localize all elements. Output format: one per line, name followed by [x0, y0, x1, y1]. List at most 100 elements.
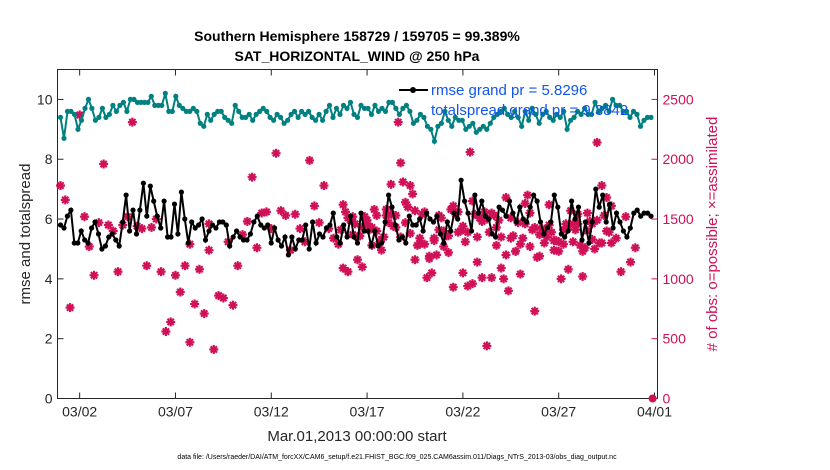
legend-rmse-marker — [410, 87, 416, 93]
obs-assimilated-marker — [408, 189, 418, 199]
obs-assimilated-marker — [147, 222, 157, 232]
obs-assimilated-marker — [410, 206, 420, 216]
totalspread-point — [229, 120, 235, 126]
rmse-point — [534, 198, 540, 204]
obs-assimilated-marker — [532, 252, 542, 262]
rmse-point — [489, 231, 495, 237]
x-tick-label: 03/02 — [62, 404, 97, 420]
totalspread-point — [85, 96, 92, 102]
obs-assimilated-marker — [103, 220, 113, 230]
y-tick-label: 4 — [45, 271, 53, 287]
rmse-point — [272, 225, 278, 231]
rmse-point — [358, 210, 364, 216]
totalspread-point — [396, 111, 402, 117]
rmse-point — [524, 219, 530, 225]
rmse-point — [344, 234, 350, 240]
totalspread-point — [340, 102, 347, 108]
totalspread-point — [358, 102, 364, 108]
obs-assimilated-marker — [556, 274, 566, 284]
totalspread-point — [484, 126, 490, 132]
rmse-point — [375, 243, 381, 249]
rmse-point — [285, 252, 291, 258]
obs-possible-marker — [648, 394, 657, 403]
totalspread-point — [606, 108, 612, 114]
rmse-point — [247, 231, 253, 237]
rmse-point — [389, 204, 395, 210]
totalspread-point — [627, 114, 633, 120]
rmse-point — [348, 213, 354, 219]
obs-assimilated-marker — [199, 309, 209, 319]
obs-assimilated-marker — [427, 268, 437, 278]
obs-assimilated-marker — [491, 240, 501, 250]
rmse-point — [202, 237, 209, 243]
rmse-point — [57, 222, 64, 228]
obs-assimilated-marker — [295, 224, 305, 234]
rmse-point — [527, 204, 533, 210]
totalspread-point — [176, 102, 182, 108]
rmse-point — [99, 246, 105, 252]
rmse-point — [531, 192, 537, 198]
obs-assimilated-marker — [467, 279, 477, 289]
totalspread-point — [106, 111, 112, 117]
totalspread-point — [519, 123, 525, 129]
totalspread-point — [564, 126, 570, 132]
totalspread-point — [442, 108, 448, 114]
obs-assimilated-marker — [592, 137, 602, 147]
totalspread-point — [274, 111, 280, 117]
totalspread-point — [487, 120, 493, 126]
obs-assimilated-marker — [465, 147, 475, 157]
rmse-point — [486, 216, 492, 222]
rmse-point — [503, 213, 509, 219]
rmse-point — [102, 243, 108, 249]
rmse-point — [209, 222, 216, 228]
totalspread-point — [526, 117, 532, 123]
obs-assimilated-marker — [630, 243, 640, 253]
rmse-point — [313, 240, 319, 246]
totalspread-point — [173, 93, 179, 99]
totalspread-point — [515, 114, 521, 120]
totalspread-point — [292, 108, 298, 114]
rmse-point — [379, 240, 385, 246]
obs-assimilated-marker — [204, 245, 214, 255]
totalspread-point — [131, 96, 137, 102]
rmse-point — [334, 234, 340, 240]
rmse-point — [68, 207, 74, 213]
totalspread-point — [201, 123, 207, 129]
rmse-point — [278, 243, 285, 249]
totalspread-point — [218, 108, 224, 114]
totalspread-point — [211, 111, 217, 117]
totalspread-point — [333, 105, 340, 111]
rmse-point — [537, 219, 544, 225]
y-tick-label: 0 — [45, 391, 53, 407]
totalspread-point — [389, 99, 395, 105]
rmse-line — [59, 180, 652, 256]
obs-assimilated-marker — [525, 242, 535, 252]
rmse-point — [189, 219, 195, 225]
x-tick-label: 03/27 — [541, 404, 576, 420]
rmse-point — [555, 204, 561, 210]
rmse-point — [237, 234, 243, 240]
totalspread-point — [260, 105, 266, 111]
rmse-point — [144, 213, 150, 219]
totalspread-point — [82, 105, 88, 111]
obs-assimilated-marker — [170, 270, 180, 280]
y-tick-label: 10 — [37, 91, 53, 107]
rmse-point — [458, 177, 464, 183]
rmse-point — [468, 228, 475, 234]
totalspread-point — [148, 93, 154, 99]
obs-assimilated-marker — [190, 299, 200, 309]
totalspread-point — [445, 117, 451, 123]
rmse-point — [417, 216, 423, 222]
rmse-point — [465, 210, 471, 216]
obs-assimilated-marker — [568, 237, 578, 247]
rmse-point — [316, 231, 323, 237]
totalspread-point — [610, 96, 616, 102]
totalspread-point — [180, 105, 186, 111]
rmse-point — [61, 225, 67, 231]
rmse-point — [613, 210, 620, 216]
totalspread-point — [110, 102, 116, 108]
obs-assimilated-marker — [156, 267, 166, 277]
totalspread-point — [197, 120, 203, 126]
rmse-point — [133, 231, 140, 237]
rmse-point — [482, 213, 488, 219]
